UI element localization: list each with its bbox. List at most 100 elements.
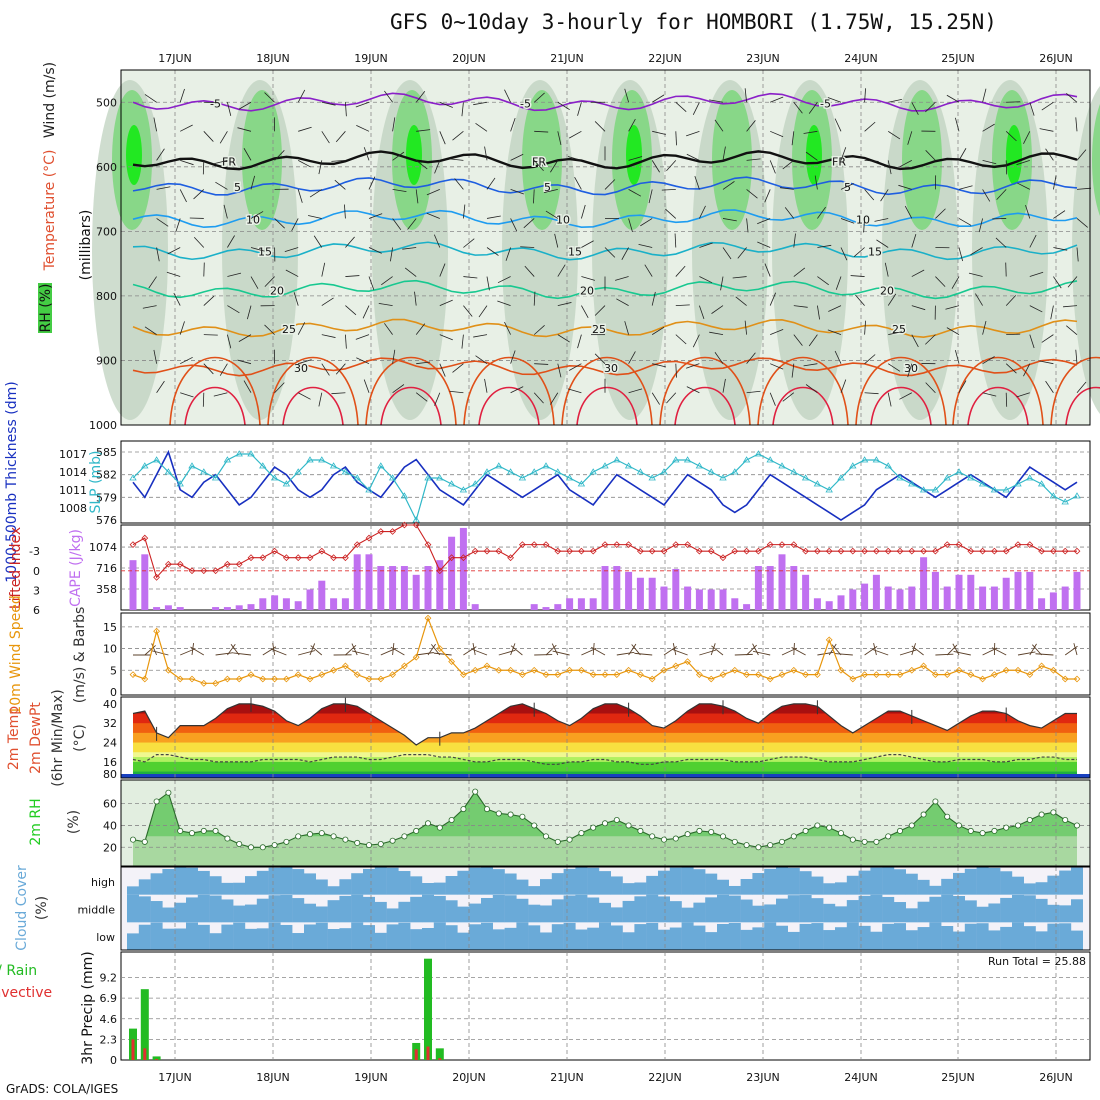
wind-speed-marker	[719, 671, 727, 679]
wind-barb	[1023, 131, 1031, 144]
slp-marker	[778, 462, 786, 469]
cape-bar	[1038, 598, 1046, 610]
li-marker	[719, 554, 727, 562]
cloud-cell	[740, 899, 753, 923]
wind-barb	[615, 276, 629, 281]
rh-marker	[861, 838, 868, 845]
wind-barb	[356, 357, 370, 365]
cape-bar	[990, 586, 998, 610]
wind-barb	[746, 218, 749, 233]
cloud-cell	[728, 922, 741, 950]
wind-barb	[805, 151, 818, 161]
wind-barb	[911, 102, 919, 115]
wind-barb	[1023, 363, 1031, 377]
cloud-cell	[457, 870, 470, 895]
day-label-top: 17JUN	[158, 52, 192, 65]
rh-marker	[365, 842, 372, 849]
wind-barb	[392, 117, 396, 132]
day-label-top: 26JUN	[1039, 52, 1073, 65]
isotherm-label: 15	[868, 246, 882, 259]
isotherm--5	[132, 92, 1078, 112]
slp-marker	[1049, 492, 1058, 499]
wind-barb	[746, 352, 756, 364]
rh-marker	[129, 836, 136, 843]
cloud-cell	[587, 897, 600, 923]
cloud-cell	[599, 902, 611, 923]
wind-barb	[156, 247, 160, 262]
cloud-cell	[1059, 923, 1072, 950]
day-label-top: 25JUN	[941, 52, 975, 65]
cloud-cell	[681, 922, 694, 950]
surface-wind-barb	[552, 650, 570, 656]
wind-barb	[946, 327, 960, 335]
wind-barb	[1067, 276, 1078, 288]
rh-marker	[448, 817, 455, 824]
rh-marker	[755, 844, 762, 851]
day-label-bottom: 26JUN	[1039, 1071, 1073, 1084]
wind-barb	[415, 392, 428, 402]
slp-marker	[518, 474, 527, 481]
li-marker	[318, 547, 326, 555]
wind-barb	[363, 379, 370, 393]
wind-barb	[363, 147, 370, 161]
rh-tick: 40	[103, 819, 117, 832]
wind-speed-marker	[825, 636, 833, 644]
rh-marker	[271, 842, 278, 849]
rh-marker	[684, 831, 691, 838]
pressure-tick: 500	[96, 96, 117, 109]
slp-tick: 1014	[59, 466, 87, 479]
cloud-cell	[894, 869, 906, 895]
li-axis-label: Lifted Index	[8, 527, 24, 609]
cloud-cell	[1071, 899, 1083, 923]
cloud-cell	[728, 895, 741, 923]
day-label-top: 21JUN	[550, 52, 584, 65]
li-marker	[365, 534, 373, 542]
slp-marker	[908, 480, 916, 487]
wind-barb	[274, 150, 285, 161]
cloud-cell	[174, 928, 187, 950]
slp-marker	[200, 468, 208, 475]
wind-speed-marker	[814, 671, 821, 679]
cloud-cell	[835, 882, 847, 895]
wind-barb	[628, 189, 642, 197]
isotherm-35-loop	[380, 386, 442, 426]
cloud-cell	[386, 908, 399, 923]
li-tick: -3	[29, 545, 40, 558]
slp-marker	[955, 468, 963, 475]
wind-speed-marker	[259, 675, 267, 683]
wind-barb	[1053, 175, 1057, 190]
slp-marker	[554, 468, 562, 475]
wind-barb	[463, 238, 475, 248]
wind-barb	[313, 235, 323, 248]
cape-bar	[931, 571, 939, 610]
wind-barb	[577, 102, 582, 116]
wind-barb	[243, 380, 252, 393]
rh-marker	[696, 827, 703, 834]
cloud-cell	[575, 867, 588, 895]
wind-barb	[907, 131, 913, 145]
li-marker	[224, 560, 231, 568]
cloud-cell	[339, 879, 352, 895]
cloud-cell	[386, 867, 399, 895]
rh-marker	[602, 820, 609, 827]
cloud-cell	[268, 895, 281, 923]
minmax-axis-label: (6hr Min/Max)	[50, 689, 66, 786]
wind-barb	[318, 392, 323, 407]
cloud-cell	[882, 923, 895, 950]
li-marker	[330, 554, 337, 562]
precip-panel-frame	[120, 951, 1091, 1061]
wind-barb	[404, 267, 417, 277]
wind-barb	[345, 305, 357, 316]
rh-marker	[1015, 822, 1022, 829]
li-marker	[495, 547, 503, 555]
cloud-cell	[221, 899, 234, 923]
cloud-cell	[540, 932, 552, 950]
wind-barb	[219, 131, 228, 144]
slp-marker	[152, 456, 161, 463]
day-label-top: 20JUN	[452, 52, 486, 65]
isotherm-10	[132, 209, 1078, 229]
wind-barb	[911, 305, 926, 311]
wind-barb	[722, 218, 737, 222]
wind-barb	[1016, 159, 1030, 166]
rh-marker	[283, 838, 290, 845]
